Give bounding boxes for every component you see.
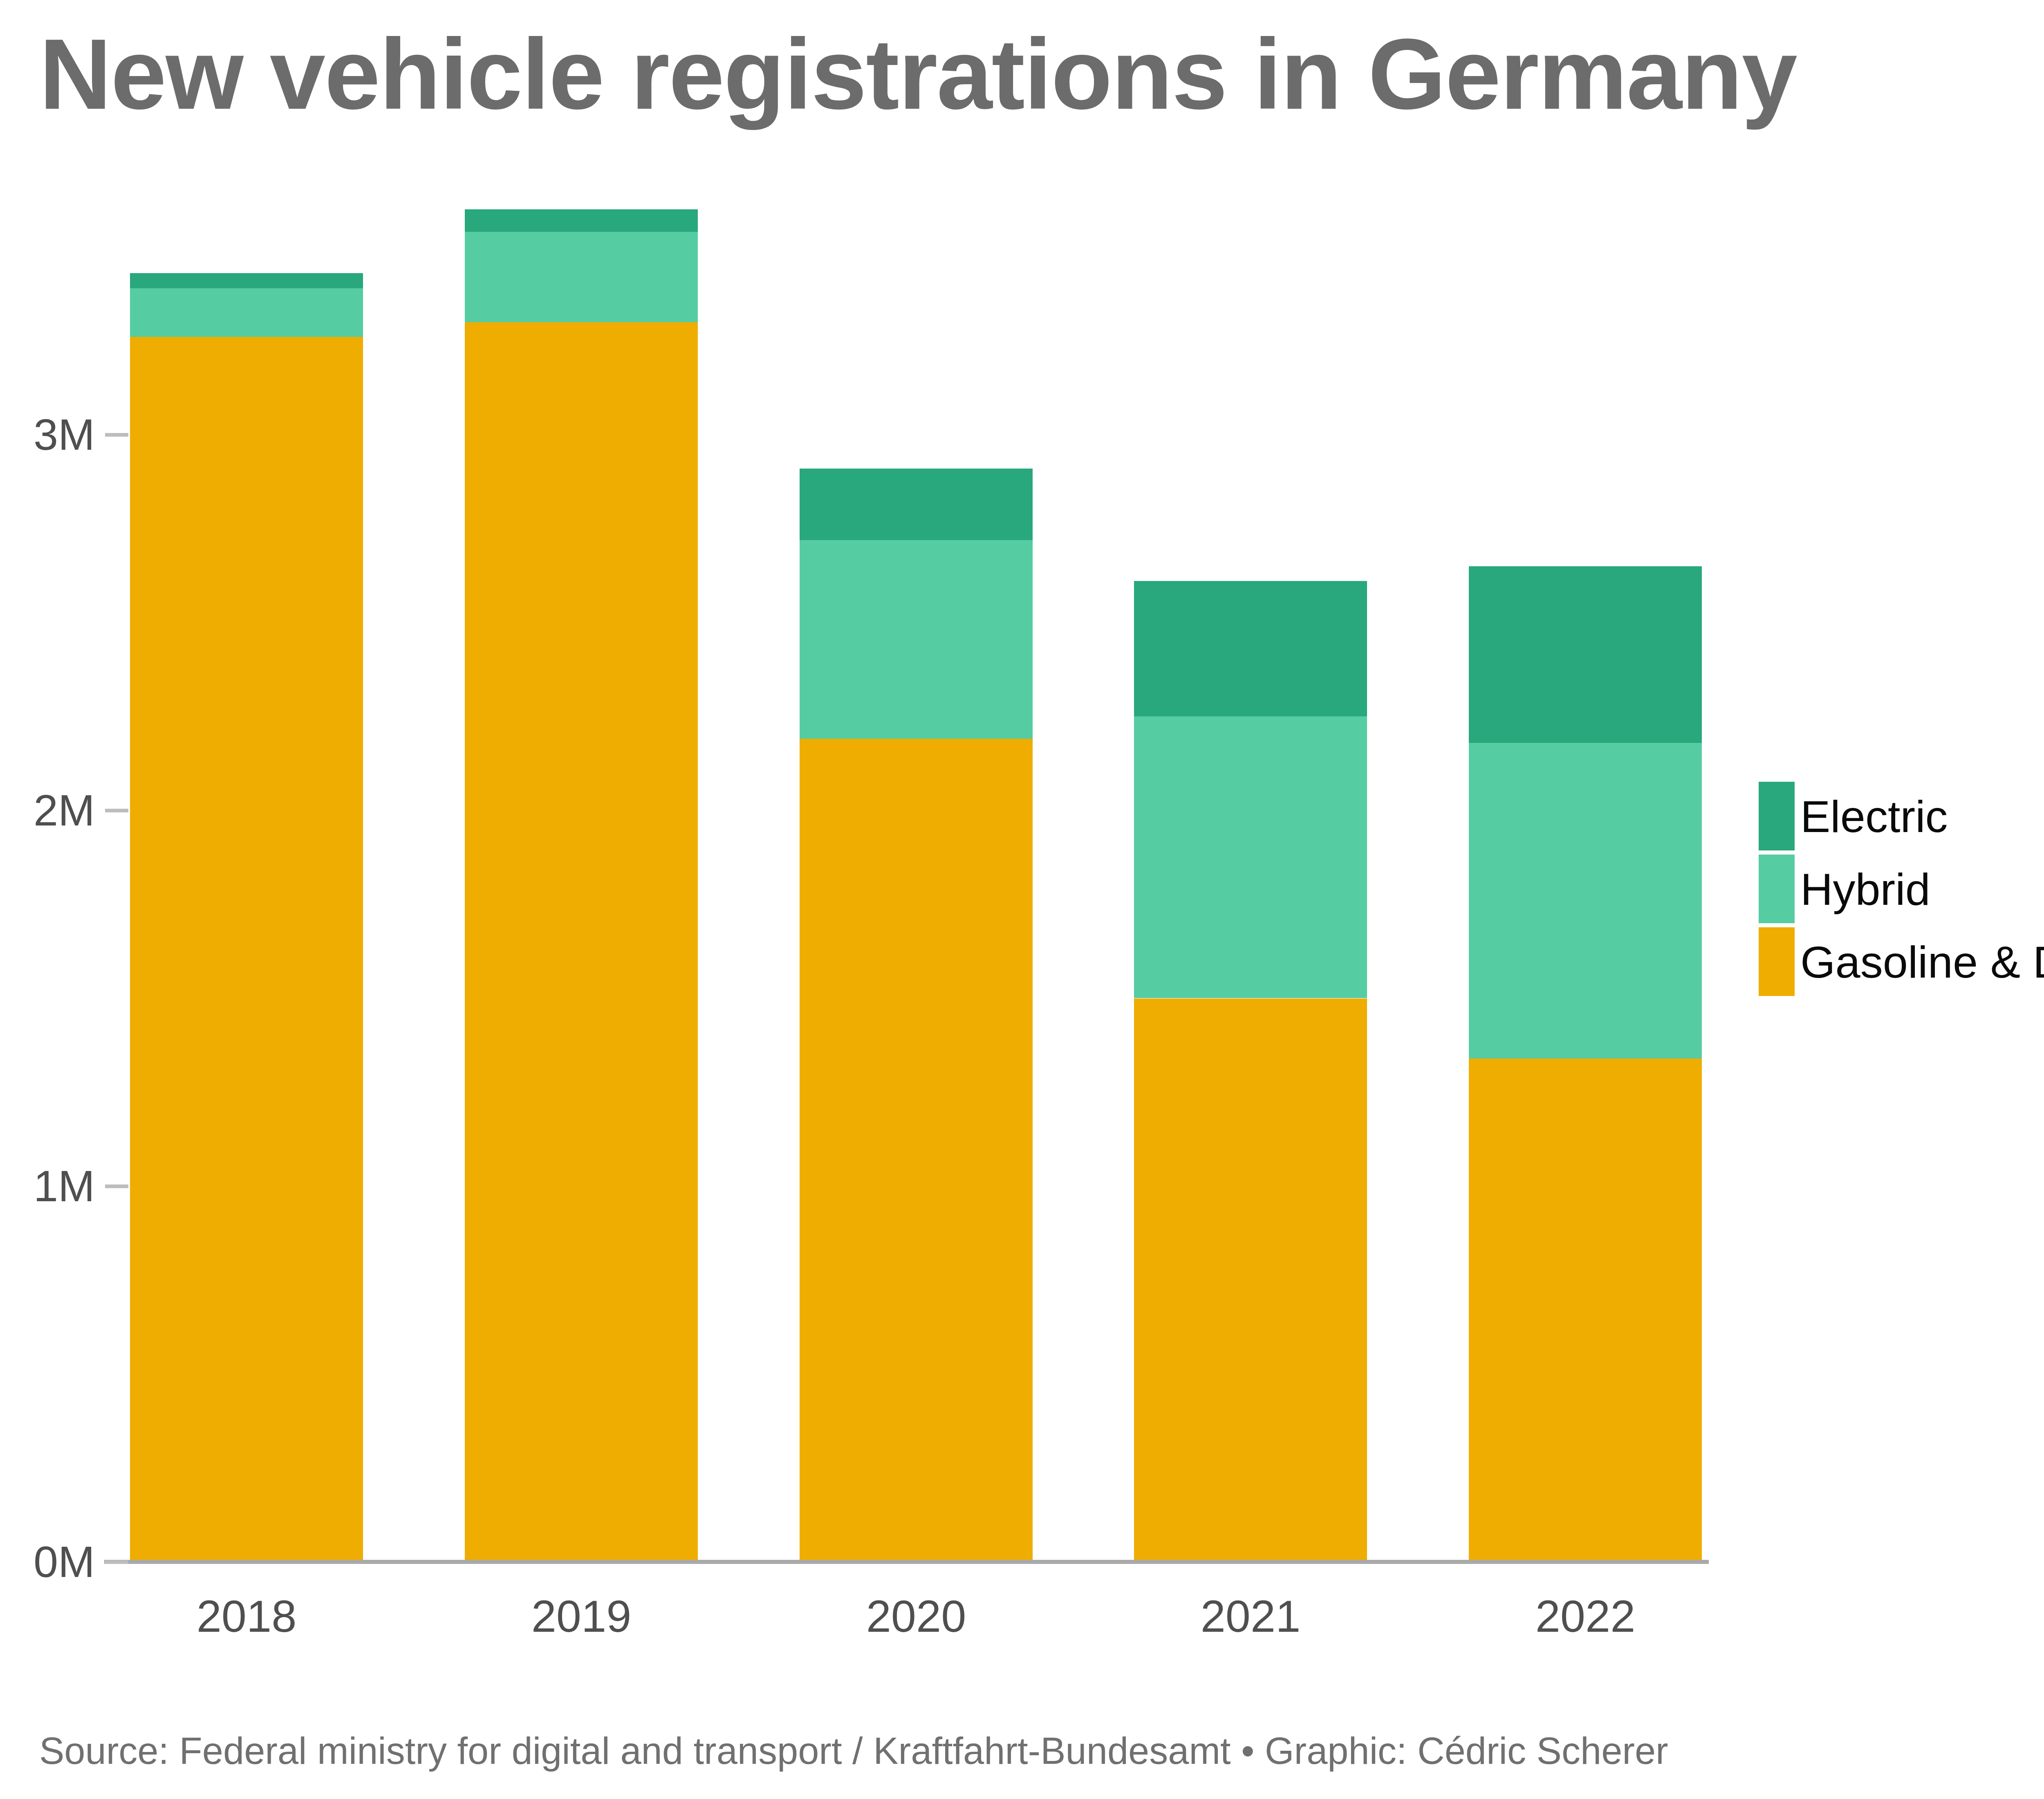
legend-item-hybrid: Hybrid bbox=[1759, 855, 2044, 923]
legend-key-gasoline-diesel-icon bbox=[1759, 927, 1795, 996]
bar-2019-electric bbox=[465, 209, 698, 232]
bar-2021-electric bbox=[1134, 581, 1367, 716]
bar-2021-hybrid bbox=[1134, 716, 1367, 998]
legend-key-electric-icon bbox=[1759, 782, 1795, 850]
x-axis-label-2022: 2022 bbox=[1442, 1592, 1728, 1641]
x-axis-label-2018: 2018 bbox=[103, 1592, 390, 1641]
x-axis-label-2019: 2019 bbox=[438, 1592, 724, 1641]
bar-2022-gasoline-diesel bbox=[1469, 1059, 1702, 1562]
bar-2019-hybrid bbox=[465, 232, 698, 322]
y-axis-tick-label-2M: 2M bbox=[0, 786, 95, 835]
legend-key-hybrid-icon bbox=[1759, 855, 1795, 923]
y-axis-tick-mark-2M bbox=[105, 809, 128, 812]
bar-2018-electric bbox=[130, 273, 363, 288]
y-axis-tick-mark-3M bbox=[105, 433, 128, 437]
legend-label-hybrid: Hybrid bbox=[1800, 863, 1930, 915]
bar-2019-gasoline-diesel bbox=[465, 322, 698, 1562]
y-axis-tick-label-0M: 0M bbox=[0, 1537, 95, 1586]
bar-2020-hybrid bbox=[800, 540, 1033, 739]
legend-label-electric: Electric bbox=[1800, 790, 1948, 842]
bar-2018-hybrid bbox=[130, 288, 363, 337]
x-axis-line bbox=[104, 1560, 1709, 1564]
y-axis-tick-mark-1M bbox=[105, 1184, 128, 1188]
bar-2022-electric bbox=[1469, 566, 1702, 743]
source-caption: Source: Federal ministry for digital and… bbox=[39, 1729, 1668, 1772]
bar-2021-gasoline-diesel bbox=[1134, 998, 1367, 1562]
legend-label-gasoline-diesel: Gasoline & Diesel bbox=[1800, 936, 2044, 988]
y-axis-tick-label-1M: 1M bbox=[0, 1162, 95, 1211]
legend: Electric Hybrid Gasoline & Diesel bbox=[1759, 782, 2044, 1000]
bar-2022-hybrid bbox=[1469, 743, 1702, 1059]
bar-2020-electric bbox=[800, 469, 1033, 540]
bar-2018-gasoline-diesel bbox=[130, 337, 363, 1562]
y-axis-tick-label-3M: 3M bbox=[0, 410, 95, 459]
bar-2020-gasoline-diesel bbox=[800, 739, 1033, 1562]
chart-title: New vehicle registrations in Germany bbox=[39, 16, 1797, 132]
x-axis-label-2021: 2021 bbox=[1107, 1592, 1394, 1641]
x-axis-label-2020: 2020 bbox=[773, 1592, 1059, 1641]
y-axis-tick-mark-0M bbox=[105, 1560, 128, 1564]
legend-item-gasoline-diesel: Gasoline & Diesel bbox=[1759, 927, 2044, 996]
chart-canvas: New vehicle registrations in Germany Ele… bbox=[0, 0, 2044, 1799]
legend-item-electric: Electric bbox=[1759, 782, 2044, 850]
